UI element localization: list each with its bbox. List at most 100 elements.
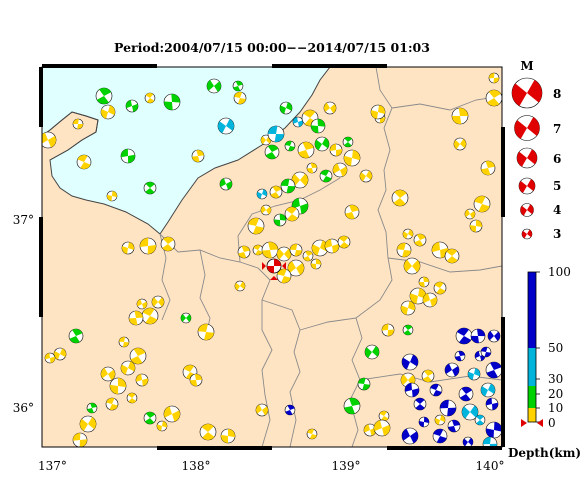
earthquake-marker xyxy=(220,428,236,444)
earthquake-marker xyxy=(467,367,481,381)
earthquake-marker xyxy=(473,195,491,213)
magnitude-legend-ball xyxy=(518,177,536,195)
depth-marker-right xyxy=(537,419,543,427)
earthquake-marker xyxy=(364,344,380,360)
earthquake-marker xyxy=(342,136,354,148)
earthquake-marker xyxy=(458,386,474,402)
earthquake-marker xyxy=(344,204,360,220)
earthquake-marker xyxy=(289,243,303,257)
earthquake-marker xyxy=(100,104,116,120)
earthquake-marker xyxy=(400,300,416,316)
earthquake-marker xyxy=(252,244,264,256)
earthquake-marker xyxy=(429,383,443,397)
earthquake-marker xyxy=(432,428,448,444)
earthquake-marker xyxy=(256,188,268,200)
earthquake-marker xyxy=(273,213,287,227)
earthquake-marker xyxy=(485,89,502,107)
earthquake-marker xyxy=(233,91,247,105)
magnitude-legend-ball xyxy=(520,203,534,217)
earthquake-marker xyxy=(206,78,222,94)
depth-tick-10: 10 xyxy=(548,401,563,415)
earthquake-marker xyxy=(139,237,157,255)
depth-band-10 xyxy=(528,408,536,422)
earthquake-marker xyxy=(255,403,269,417)
earthquake-marker xyxy=(447,419,461,433)
magnitude-legend-ball xyxy=(516,147,538,169)
earthquake-marker xyxy=(136,298,148,310)
earthquake-marker xyxy=(121,241,135,255)
earthquake-marker xyxy=(232,80,244,92)
earthquake-marker xyxy=(378,410,390,422)
earthquake-marker xyxy=(370,104,386,120)
earthquake-marker xyxy=(68,328,84,344)
earthquake-marker xyxy=(343,397,361,415)
magnitude-legend-label: M xyxy=(520,59,533,73)
earthquake-marker xyxy=(287,259,305,277)
earthquake-marker xyxy=(118,336,130,348)
earthquake-marker xyxy=(413,397,427,411)
noto-coast xyxy=(42,111,99,161)
earthquake-marker xyxy=(143,411,157,425)
earthquake-marker xyxy=(120,360,136,376)
earthquake-marker xyxy=(480,382,496,398)
earthquake-marker xyxy=(323,101,337,115)
earthquake-marker xyxy=(482,436,498,447)
earthquake-marker xyxy=(143,181,157,195)
earthquake-marker xyxy=(401,427,419,445)
x-tick-137: 137° xyxy=(38,459,67,473)
depth-band-mid xyxy=(528,348,536,386)
frame-checker-bars xyxy=(39,64,505,450)
earthquake-marker xyxy=(310,258,322,270)
earthquake-marker xyxy=(469,219,483,233)
earthquake-marker xyxy=(267,125,285,143)
earthquake-marker xyxy=(106,190,118,202)
earthquake-marker xyxy=(163,405,181,423)
depth-tick-50: 50 xyxy=(548,341,563,355)
earthquake-marker xyxy=(276,246,292,262)
depth-legend: 100 50 30 20 10 0 Depth(km) xyxy=(508,265,580,460)
earthquake-marker xyxy=(160,236,176,252)
earthquake-marker xyxy=(359,169,373,183)
earthquake-marker xyxy=(247,217,265,235)
earthquake-marker xyxy=(480,160,496,176)
earthquake-marker xyxy=(219,177,233,191)
earthquake-marker xyxy=(72,432,88,447)
mag-label-7: 7 xyxy=(553,122,561,136)
earthquake-marker xyxy=(421,369,435,383)
mag-label-6: 6 xyxy=(553,152,561,166)
magnitude-legend-ball xyxy=(521,228,533,240)
earthquake-marker xyxy=(306,162,318,174)
depth-band-20 xyxy=(528,386,536,408)
earthquake-marker xyxy=(197,323,215,341)
map-title: Period:2004/07/15 00:00−−2014/07/15 01:0… xyxy=(114,40,430,55)
depth-legend-label: Depth(km) xyxy=(508,446,580,460)
earthquake-marker xyxy=(453,137,467,151)
earthquake-marker xyxy=(444,248,460,264)
earthquake-marker xyxy=(199,423,217,441)
earthquake-marker xyxy=(461,403,479,421)
depth-tick-30: 30 xyxy=(548,372,563,386)
mag-label-8: 8 xyxy=(553,87,561,101)
earthquake-marker xyxy=(261,241,279,259)
earthquake-marker xyxy=(234,280,246,292)
earthquake-marker xyxy=(402,228,414,240)
earthquake-marker xyxy=(269,185,283,199)
earthquake-marker xyxy=(151,295,165,309)
earthquake-marker xyxy=(474,414,486,426)
earthquake-marker xyxy=(297,141,315,159)
earthquake-markers xyxy=(42,72,502,447)
earthquake-marker xyxy=(480,346,492,358)
earthquake-marker xyxy=(319,169,333,183)
earthquake-marker xyxy=(284,206,300,222)
earthquake-marker xyxy=(42,131,57,149)
earthquake-marker xyxy=(189,373,203,387)
earthquake-marker xyxy=(454,350,466,362)
earthquake-marker xyxy=(53,347,67,361)
earthquake-marker xyxy=(237,245,251,259)
earthquake-marker xyxy=(126,392,138,404)
earthquake-marker xyxy=(403,257,421,275)
earthquake-marker xyxy=(332,162,348,178)
depth-tick-100: 100 xyxy=(548,265,571,279)
earthquake-marker xyxy=(191,149,205,163)
